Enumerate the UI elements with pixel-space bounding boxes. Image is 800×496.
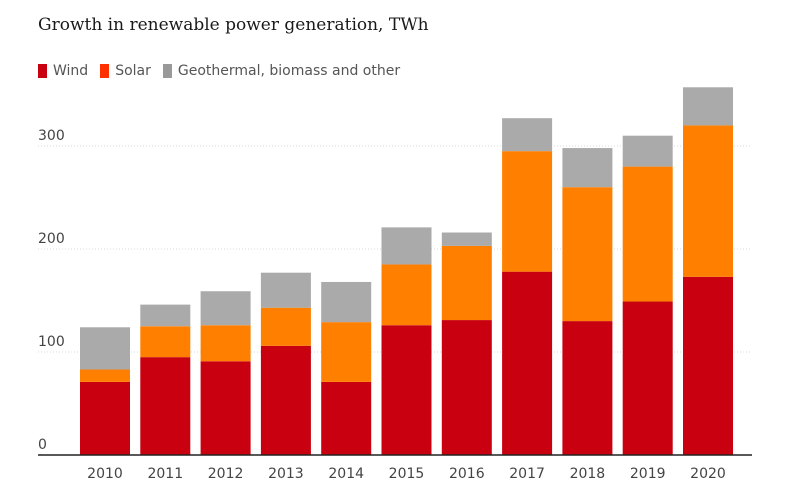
bar-wind-2013 [260, 345, 311, 455]
bar-geothermal-2012 [200, 291, 251, 326]
bar-solar-2017 [502, 151, 553, 272]
legend-swatch-other [162, 64, 172, 78]
bar-solar-2019 [622, 166, 673, 302]
bar-solar-2011 [140, 326, 191, 358]
legend-swatch-solar [100, 64, 110, 78]
legend-label-other: Geothermal, biomass and other [177, 63, 401, 79]
y-tick-label-300: 300 [38, 128, 65, 144]
legend: Wind Solar Geothermal, biomass and other [38, 63, 412, 79]
bar-solar-2018 [562, 187, 613, 322]
y-tick-label-200: 200 [38, 231, 65, 247]
x-tick-label-2013: 2013 [268, 466, 304, 482]
bar-geothermal-2010 [80, 327, 130, 370]
x-tick-label-2017: 2017 [509, 466, 545, 482]
bar-solar-2014 [321, 322, 372, 382]
bar-solar-2010 [80, 369, 130, 382]
legend-label-wind: Wind [53, 63, 89, 79]
x-tick-label-2015: 2015 [389, 466, 425, 482]
bar-geothermal-2011 [140, 304, 191, 327]
bar-geothermal-2014 [321, 281, 372, 323]
bar-solar-2020 [683, 125, 733, 277]
bar-solar-2013 [260, 307, 311, 346]
legend-label-solar: Solar [115, 63, 151, 79]
x-tick-label-2011: 2011 [147, 466, 183, 482]
bar-solar-2015 [381, 264, 432, 326]
bar-geothermal-2019 [622, 135, 673, 167]
bar-geothermal-2016 [441, 232, 492, 246]
bar-geothermal-2013 [260, 272, 311, 308]
bar-geothermal-2017 [502, 118, 553, 152]
bar-wind-2019 [622, 301, 673, 455]
y-tick-label-100: 100 [38, 334, 65, 350]
bar-solar-2012 [200, 325, 251, 362]
bar-wind-2011 [140, 357, 191, 455]
x-tick-label-2016: 2016 [449, 466, 485, 482]
x-tick-label-2020: 2020 [690, 466, 726, 482]
bar-solar-2016 [441, 245, 492, 321]
y-tick-label-0: 0 [38, 437, 47, 453]
bar-wind-2016 [441, 320, 492, 455]
bar-geothermal-2015 [381, 227, 432, 265]
bar-wind-2017 [502, 271, 553, 455]
bar-geothermal-2020 [683, 87, 733, 126]
bar-wind-2012 [200, 361, 251, 455]
bar-wind-2014 [321, 381, 372, 455]
legend-item-other: Geothermal, biomass and other [162, 63, 401, 79]
x-tick-label-2014: 2014 [328, 466, 364, 482]
bar-geothermal-2018 [562, 148, 613, 188]
x-tick-label-2019: 2019 [630, 466, 666, 482]
x-tick-label-2018: 2018 [570, 466, 606, 482]
bar-wind-2018 [562, 321, 613, 455]
chart-title: Growth in renewable power generation, TW… [38, 15, 429, 35]
bar-wind-2015 [381, 325, 432, 455]
x-tick-label-2012: 2012 [208, 466, 244, 482]
x-tick-label-2010: 2010 [87, 466, 123, 482]
legend-item-solar: Solar [100, 63, 151, 79]
legend-item-wind: Wind [38, 63, 88, 79]
legend-swatch-wind [38, 64, 47, 78]
bar-wind-2020 [683, 276, 733, 455]
bar-wind-2010 [80, 381, 130, 455]
